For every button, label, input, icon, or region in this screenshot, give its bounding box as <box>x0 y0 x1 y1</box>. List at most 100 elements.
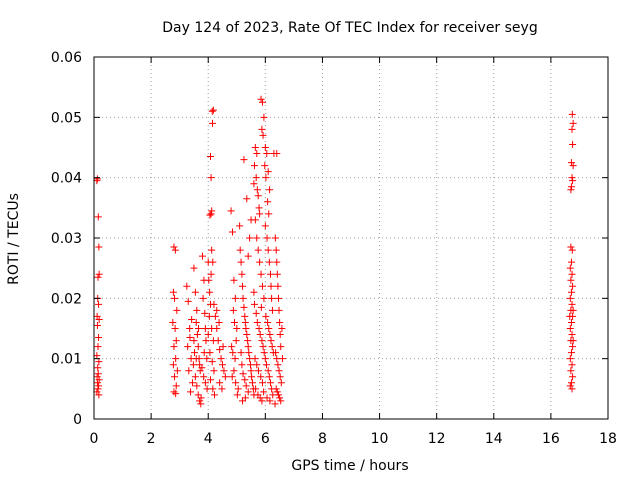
data-point <box>567 186 575 194</box>
data-point <box>220 367 228 375</box>
data-point <box>266 270 274 278</box>
data-point <box>229 349 237 357</box>
data-point <box>273 258 281 266</box>
data-point <box>264 318 272 326</box>
data-point <box>201 325 209 332</box>
data-point <box>237 349 245 357</box>
data-point <box>274 282 282 290</box>
data-point <box>93 175 101 183</box>
data-point <box>190 264 198 272</box>
data-point <box>211 391 219 399</box>
data-point <box>256 210 264 218</box>
data-point <box>568 300 576 308</box>
data-point <box>267 282 275 290</box>
data-point <box>209 106 217 114</box>
y-tick-label: 0.06 <box>51 50 82 66</box>
data-point <box>193 331 201 339</box>
x-tick-label: 18 <box>599 431 617 447</box>
x-tick-label: 2 <box>147 431 156 447</box>
data-point <box>170 243 178 251</box>
data-point <box>258 337 266 345</box>
data-point <box>95 391 103 399</box>
data-point <box>253 186 261 194</box>
data-point <box>193 382 201 390</box>
data-point <box>241 376 249 384</box>
data-point <box>278 355 286 363</box>
data-point <box>566 355 574 363</box>
data-point <box>239 370 247 378</box>
data-point <box>93 379 101 387</box>
data-point <box>567 243 575 251</box>
data-point <box>217 355 225 363</box>
data-point <box>261 355 269 363</box>
data-point <box>276 318 284 326</box>
y-tick-label: 0.04 <box>51 171 82 187</box>
data-point <box>268 343 276 351</box>
data-point <box>267 337 275 345</box>
data-point <box>567 379 575 387</box>
data-point <box>216 346 224 354</box>
data-point <box>262 312 270 320</box>
data-point <box>254 246 262 254</box>
data-point <box>206 211 214 219</box>
data-point <box>262 361 270 369</box>
data-point <box>241 318 249 326</box>
data-point <box>95 382 103 390</box>
chart-title: Day 124 of 2023, Rate Of TEC Index for r… <box>162 20 537 36</box>
data-point <box>277 379 285 387</box>
data-point <box>238 361 246 369</box>
data-point <box>261 144 269 151</box>
data-point <box>93 352 101 360</box>
data-point <box>276 331 284 339</box>
data-point <box>207 174 215 182</box>
data-point <box>566 325 574 332</box>
data-point <box>569 343 577 351</box>
data-point <box>240 156 248 164</box>
data-point <box>278 325 286 332</box>
data-point <box>236 222 244 230</box>
y-tick-label: 0.03 <box>51 231 82 247</box>
data-point <box>277 343 285 351</box>
data-point <box>566 294 574 302</box>
data-point <box>95 315 103 323</box>
data-point <box>258 98 266 106</box>
data-point <box>567 367 575 375</box>
data-point <box>229 306 237 314</box>
data-point <box>196 367 204 375</box>
data-point <box>95 358 103 366</box>
data-point <box>94 273 102 281</box>
data-point <box>208 107 216 115</box>
data-point <box>172 337 180 345</box>
data-point <box>94 213 102 221</box>
data-point <box>207 270 215 278</box>
data-point <box>258 282 266 290</box>
data-point <box>569 162 577 170</box>
data-point <box>274 391 282 399</box>
data-point <box>246 234 254 242</box>
x-tick-label: 14 <box>485 431 503 447</box>
data-point <box>189 361 197 369</box>
data-point <box>241 312 249 320</box>
data-point <box>190 337 198 345</box>
data-point <box>94 364 102 372</box>
data-point <box>253 234 261 242</box>
data-point <box>569 282 577 290</box>
data-point <box>255 204 263 212</box>
data-point <box>568 246 576 254</box>
data-point <box>250 162 258 170</box>
data-point <box>232 337 240 345</box>
data-point <box>213 325 221 332</box>
data-point <box>274 361 282 369</box>
data-point <box>230 367 238 375</box>
data-point <box>184 343 192 351</box>
data-point <box>252 174 260 182</box>
data-point <box>191 373 199 381</box>
data-point <box>256 394 264 402</box>
data-point <box>210 367 218 375</box>
data-point <box>257 303 265 311</box>
data-point <box>95 243 103 251</box>
y-tick-label: 0 <box>73 412 82 428</box>
data-point <box>263 394 271 402</box>
data-point <box>566 264 574 272</box>
